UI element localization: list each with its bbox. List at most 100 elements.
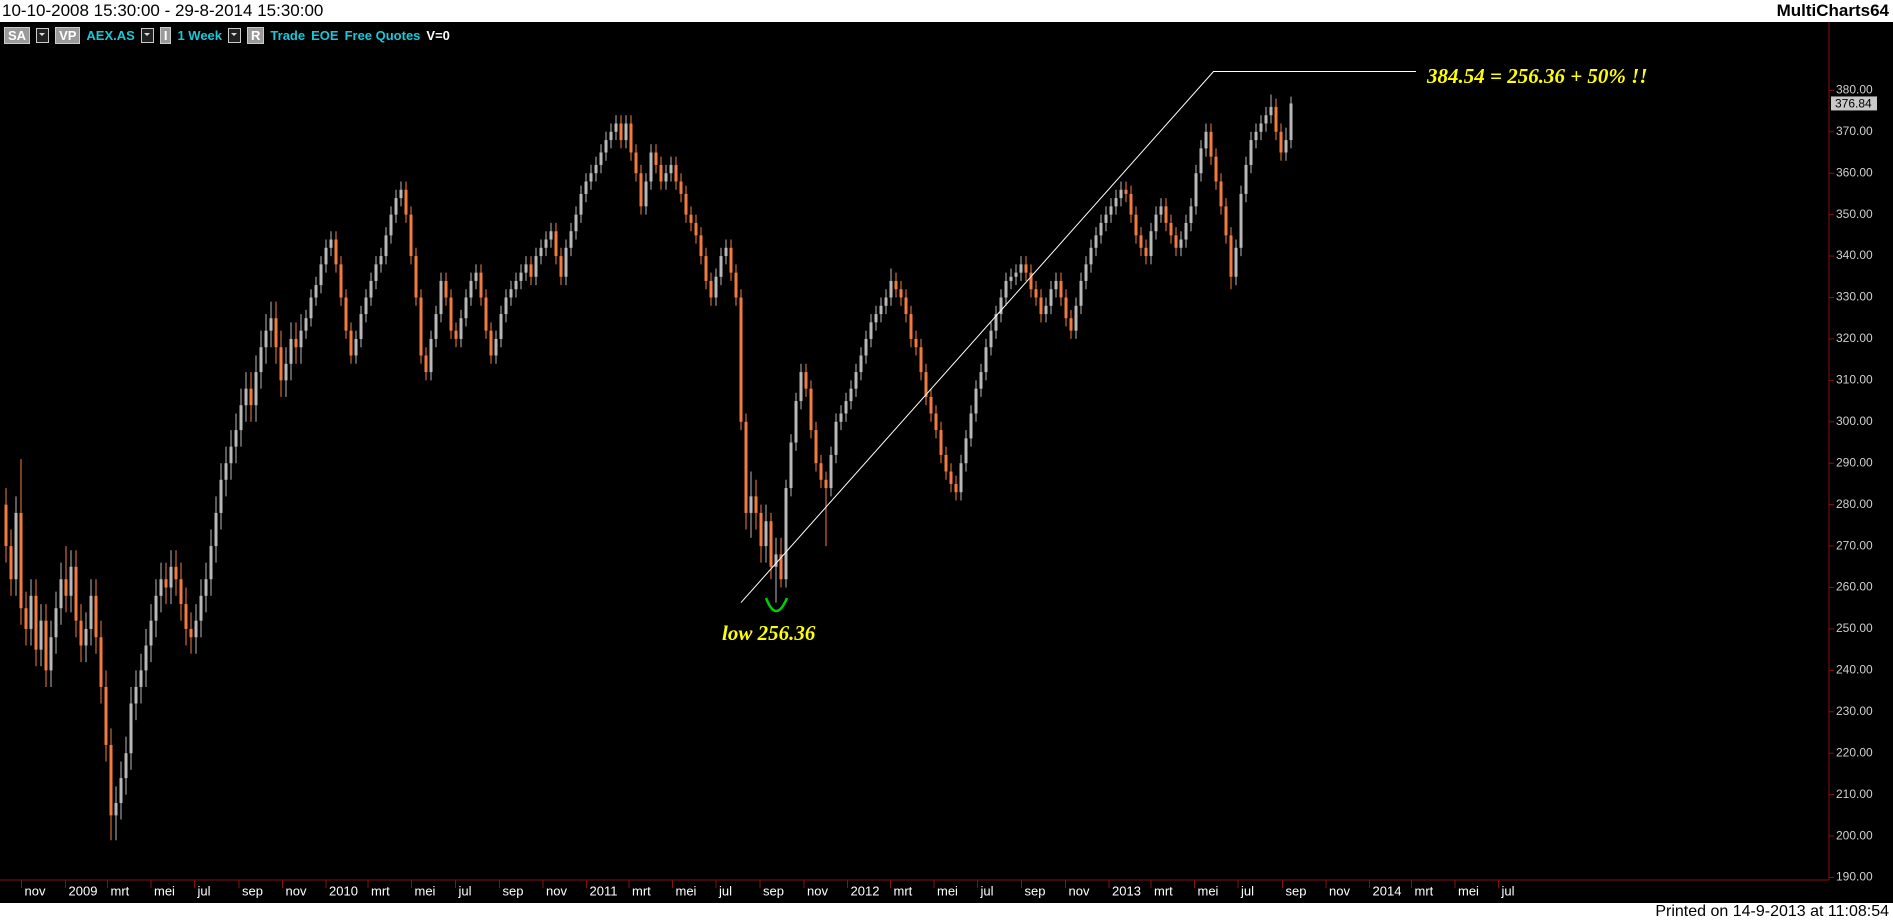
symbol[interactable]: AEX.AS (86, 27, 135, 43)
candle-body (464, 297, 468, 319)
candle-body (374, 264, 378, 281)
candle-body (39, 620, 43, 650)
candle-body (814, 430, 818, 464)
candle-body (734, 272, 738, 298)
candle-body (349, 330, 353, 356)
resolution[interactable]: 1 Week (177, 27, 223, 43)
candle-body (249, 388, 253, 406)
dropdown[interactable] (140, 27, 154, 43)
candle-body (414, 256, 418, 298)
y-tick-label: 280.00 (1836, 497, 1873, 511)
candle-body (774, 554, 778, 567)
candle-body (59, 579, 63, 609)
candle-body (69, 566, 73, 596)
x-tick-label: nov (286, 883, 307, 898)
y-tick-label: 340.00 (1836, 248, 1873, 262)
candle-body (679, 181, 683, 194)
candle-body (34, 595, 38, 650)
y-tick-label: 190.00 (1836, 870, 1873, 884)
x-tick-label: 2014 (1373, 883, 1402, 898)
x-tick-label: nov (25, 883, 46, 898)
candle-body (1029, 272, 1033, 290)
candle-body (519, 272, 523, 281)
x-tick-label: mrt (632, 883, 651, 898)
toolbar: SA VP AEX.AS I 1 Week R Trade EOE Free Q… (4, 26, 450, 44)
candle-body (509, 289, 513, 298)
toolbar-button[interactable]: R (247, 26, 265, 44)
candle-body (1094, 235, 1098, 248)
candle-body (729, 247, 733, 273)
candle-body (449, 297, 453, 331)
candle-body (589, 173, 593, 182)
candle-body (744, 421, 748, 513)
toolbar-button[interactable]: VP (55, 26, 81, 44)
candle-body (44, 620, 48, 671)
candle-body (969, 413, 973, 439)
candle-body (164, 579, 168, 588)
candle-body (789, 442, 793, 489)
candle-body (1179, 239, 1183, 248)
candle-body (1144, 247, 1148, 257)
candle-body (894, 280, 898, 290)
candle-body (909, 314, 913, 339)
candle-body (384, 235, 388, 257)
candle-body (469, 280, 473, 298)
x-tick-label: jul (458, 883, 472, 898)
x-tick-label: mei (1198, 883, 1219, 898)
x-tick-label: mrt (371, 883, 390, 898)
candle-body (664, 173, 668, 182)
candle-body (709, 280, 713, 298)
candle-body (794, 401, 798, 443)
candle-body (489, 330, 493, 356)
candle-body (1149, 231, 1153, 257)
candle-body (609, 131, 613, 141)
candle-body (1154, 214, 1158, 232)
candle-body (299, 330, 303, 348)
candle-body (514, 280, 518, 290)
candle-body (339, 264, 343, 298)
candle-body (849, 388, 853, 402)
candle-body (1189, 206, 1193, 223)
candle-body (134, 686, 138, 704)
candle-body (834, 421, 838, 455)
candle-body (1009, 276, 1013, 281)
toolbar-button[interactable]: SA (4, 26, 31, 44)
candle-body (724, 247, 728, 257)
candle-body (1274, 106, 1278, 132)
candle-body (1204, 131, 1208, 149)
candle-body (544, 239, 548, 248)
candle-body (304, 318, 308, 331)
candle-body (984, 347, 988, 373)
candle-body (1159, 206, 1163, 215)
low-annotation: low 256.36 (722, 621, 816, 645)
x-tick-label: nov (1329, 883, 1350, 898)
candle-body (899, 289, 903, 298)
data-source: Trade (270, 27, 306, 43)
x-tick-label: mei (937, 883, 958, 898)
title-bar: 10-10-2008 15:30:00 - 29-8-2014 15:30:00… (0, 0, 1893, 22)
candle-body (684, 193, 688, 215)
candle-body (139, 670, 143, 687)
exchange: EOE (311, 27, 339, 43)
dropdown[interactable] (228, 27, 242, 43)
candle-body (84, 628, 88, 646)
candle-body (119, 778, 123, 803)
candle-body (79, 620, 83, 646)
candle-body (569, 231, 573, 248)
x-tick-label: 2012 (851, 883, 880, 898)
candle-body (759, 512, 763, 547)
candle-body (344, 297, 348, 331)
x-tick-label: 2009 (69, 883, 98, 898)
y-tick-label: 270.00 (1836, 538, 1873, 552)
candle-body (494, 338, 498, 356)
toolbar-button[interactable]: I (159, 26, 172, 44)
candle-body (649, 152, 653, 182)
candle-body (474, 272, 478, 281)
target-annotation: 384.54 = 256.36 + 50% !! (1426, 64, 1648, 88)
dropdown[interactable] (36, 27, 50, 43)
candle-body (694, 222, 698, 236)
candle-body (954, 483, 958, 493)
candle-body (24, 608, 28, 629)
candle-body (654, 152, 658, 165)
